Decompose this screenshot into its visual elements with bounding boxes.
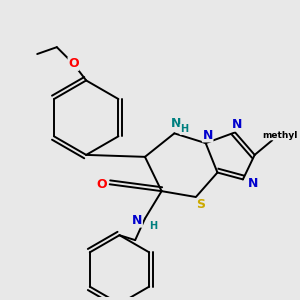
Text: H: H	[149, 221, 157, 231]
Text: N: N	[248, 177, 258, 190]
Text: N: N	[171, 117, 181, 130]
Text: methyl: methyl	[262, 131, 298, 140]
Text: N: N	[232, 118, 242, 131]
Text: H: H	[180, 124, 188, 134]
Text: N: N	[132, 214, 142, 227]
Text: O: O	[97, 178, 107, 191]
Text: N: N	[202, 129, 213, 142]
Text: S: S	[196, 198, 205, 212]
Text: O: O	[68, 57, 79, 70]
